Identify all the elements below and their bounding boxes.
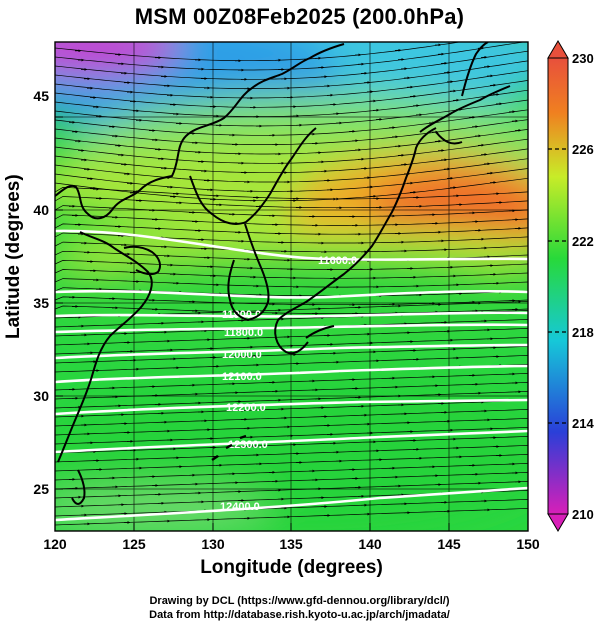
x-tick-label: 145 [437,536,461,552]
contour-label: 11900.0 [222,309,261,321]
x-tick-label: 130 [201,536,225,552]
streamline [55,148,528,174]
streamline [55,196,528,209]
streamline [55,223,528,235]
colorbar [547,40,569,532]
streamline [55,187,528,200]
streamline [55,278,528,288]
colorbar-tick-label: 222 [572,234,594,249]
contour-label: 12300.0 [228,439,268,451]
chart-title: MSM 00Z08Feb2025 (200.0hPa) [134,4,465,29]
streamline [55,409,528,427]
streamline [55,296,528,306]
streamline [55,481,528,499]
x-tick-label: 135 [279,536,303,552]
colorbar-bottom-triangle [547,513,569,532]
coastlines [55,42,511,505]
streamline [55,499,528,517]
colorbar-top-triangle [547,40,569,59]
y-tick-label: 45 [33,88,49,104]
y-tick-label: 40 [33,202,49,218]
streamline [55,119,528,145]
colorbar-tick-label: 218 [572,325,594,340]
streamline [55,400,528,418]
colorbar-tick-label: 214 [572,416,594,431]
streamline [55,391,528,409]
streamline [55,472,528,490]
streamline [55,454,528,472]
colorbar-tick-label: 230 [572,51,594,66]
y-tick-label: 35 [33,295,49,311]
streamline [55,50,528,80]
lat-lon-grid [55,42,528,531]
x-tick-label: 120 [43,536,67,552]
streamline [55,287,528,297]
streamline [55,382,528,400]
colorbar-gradient [547,57,569,515]
x-axis [54,523,529,531]
credit-line-drawing: Drawing by DCL (https://www.gfd-dennou.o… [149,595,450,607]
x-tick-label: 140 [358,536,382,552]
streamline [55,42,463,62]
streamline [55,99,528,127]
streamline [55,373,528,391]
contour-label: 11600.0 [318,255,357,267]
y-axis-label: Latitude (degrees) [3,174,24,339]
x-tick-label: 125 [122,536,146,552]
colorbar-tick-label: 210 [572,507,594,522]
streamline [55,205,528,217]
y-tick-label: 30 [33,388,49,404]
x-axis-label: Longitude (degrees) [200,557,383,578]
y-tick-label: 25 [33,481,49,497]
contour-label: 12000.0 [222,349,262,361]
streamline [55,138,528,164]
streamline [55,305,528,314]
contour-label: 12100.0 [222,371,262,383]
credit-line-data: Data from http://database.rish.kyoto-u.a… [149,609,450,621]
streamline [55,463,528,481]
temperature-field [55,42,528,531]
colorbar-tick-label: 226 [572,142,594,157]
streamline [55,109,528,136]
streamlines [55,42,528,526]
contour-label: 12200.0 [226,402,266,414]
streamline [55,89,528,117]
streamline [55,241,528,253]
streamline [55,129,528,155]
contour-labels: 11600.0 11900.0 11800.0 12000.0 12100.0 … [220,255,357,513]
streamline [55,214,528,226]
contour-label: 12400.0 [220,501,260,513]
contour-label: 11800.0 [224,327,263,339]
x-tick-label: 150 [516,536,540,552]
y-axis [55,116,63,490]
